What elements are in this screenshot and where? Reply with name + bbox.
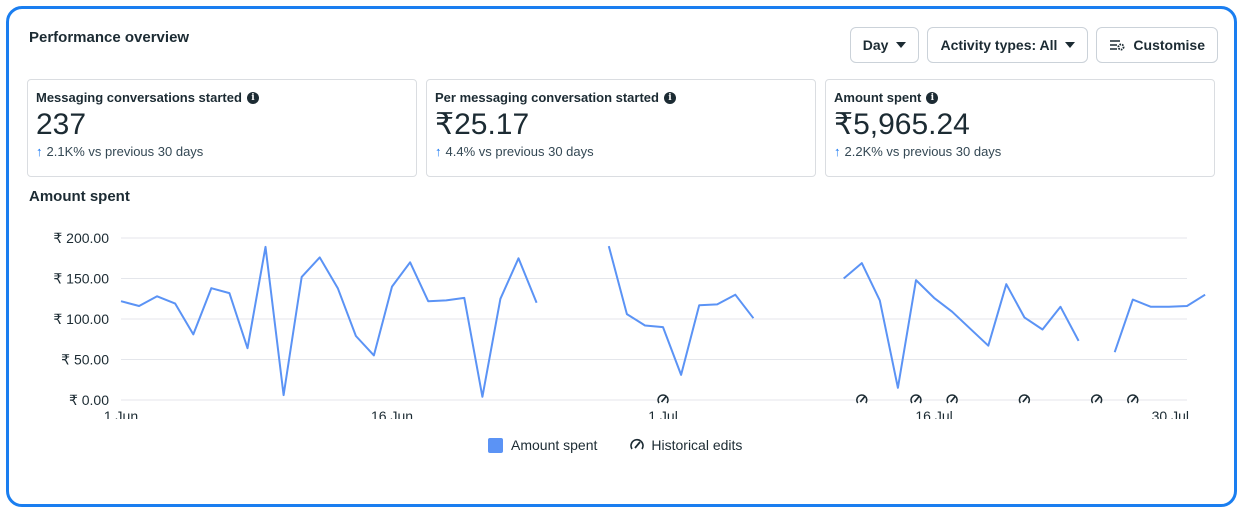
historical-edit-marker (910, 394, 922, 404)
arrow-up-icon: ↑ (36, 144, 43, 159)
series-line-amount-spent (843, 262, 1080, 389)
metric-card-amount-spent[interactable]: Amount spent i ₹5,965.24 ↑ 2.2K% vs prev… (825, 79, 1215, 177)
activity-types-label: Activity types: All (940, 37, 1058, 53)
arrow-up-icon: ↑ (435, 144, 442, 159)
legend-label-historical-edits[interactable]: Historical edits (651, 437, 743, 453)
legend-swatch-amount-spent (488, 437, 503, 453)
y-tick-label: ₹ 200.00 (53, 230, 109, 246)
historical-edit-icon (630, 438, 645, 450)
legend-label-amount-spent[interactable]: Amount spent (511, 437, 598, 453)
chart-legend: Amount spent Historical edits (488, 437, 742, 453)
metric-card-cost-per-conversation[interactable]: Per messaging conversation started i ₹25… (426, 79, 816, 177)
panel-title: Performance overview (29, 29, 190, 46)
x-tick-label: 30 Jul (1152, 408, 1189, 419)
historical-edit-marker (657, 394, 669, 404)
sliders-gear-icon (1110, 40, 1125, 51)
metric-label: Messaging conversations started (36, 90, 242, 105)
metric-label: Amount spent (834, 90, 922, 105)
metric-delta: 4.4% vs previous 30 days (445, 144, 594, 159)
metric-cards: Messaging conversations started i 237 ↑ … (27, 79, 1215, 177)
info-icon[interactable]: i (926, 91, 939, 104)
day-dropdown[interactable]: Day (849, 27, 920, 63)
y-tick-label: ₹ 100.00 (53, 311, 109, 327)
x-tick-label: 16 Jul (915, 408, 952, 419)
info-icon[interactable]: i (246, 91, 259, 104)
metric-value: ₹5,965.24 (834, 108, 970, 141)
chart-grid (121, 237, 1187, 401)
series-line-amount-spent (607, 245, 755, 376)
y-axis-labels: ₹ 0.00 ₹ 50.00 ₹ 100.00 ₹ 150.00 ₹ 200.00 (53, 230, 109, 408)
metric-delta: 2.2K% vs previous 30 days (844, 144, 1002, 159)
y-tick-label: ₹ 150.00 (53, 271, 109, 287)
historical-edit-markers (657, 394, 1139, 404)
historical-edit-marker (1127, 394, 1139, 404)
arrow-up-icon: ↑ (834, 144, 841, 159)
toolbar: Day Activity types: All Customise (849, 27, 1218, 63)
customise-label: Customise (1133, 37, 1205, 53)
x-tick-label: 16 Jun (371, 408, 413, 419)
info-icon[interactable]: i (663, 91, 676, 104)
x-axis-labels: 1 Jun 16 Jun 1 Jul 16 Jul 30 Jul (104, 408, 1189, 419)
metric-card-conversations[interactable]: Messaging conversations started i 237 ↑ … (27, 79, 417, 177)
x-tick-label: 1 Jun (104, 408, 138, 419)
chart-series-lines (120, 245, 1206, 398)
historical-edit-marker (856, 394, 868, 404)
x-tick-label: 1 Jul (648, 408, 678, 419)
customise-button[interactable]: Customise (1096, 27, 1218, 63)
performance-overview-panel: Performance overview Day Activity types:… (6, 6, 1237, 507)
series-line-amount-spent (120, 245, 538, 398)
caret-down-icon (1065, 42, 1076, 48)
historical-edit-marker (1090, 394, 1103, 404)
historical-edit-marker (1018, 394, 1031, 404)
metric-value: 237 (36, 108, 87, 141)
y-tick-label: ₹ 50.00 (61, 352, 109, 368)
caret-down-icon (896, 42, 907, 48)
metric-delta: 2.1K% vs previous 30 days (46, 144, 204, 159)
y-tick-label: ₹ 0.00 (69, 392, 109, 408)
activity-types-dropdown[interactable]: Activity types: All (927, 27, 1089, 63)
metric-label: Per messaging conversation started (435, 90, 659, 105)
day-dropdown-label: Day (862, 37, 889, 53)
historical-edit-marker (946, 394, 958, 404)
series-line-amount-spent (1113, 293, 1206, 353)
metric-value: ₹25.17 (435, 108, 530, 141)
chart-title: Amount spent (29, 188, 130, 205)
amount-spent-chart[interactable]: ₹ 0.00 ₹ 50.00 ₹ 100.00 ₹ 150.00 ₹ 200.00 1 … (9, 219, 1234, 419)
